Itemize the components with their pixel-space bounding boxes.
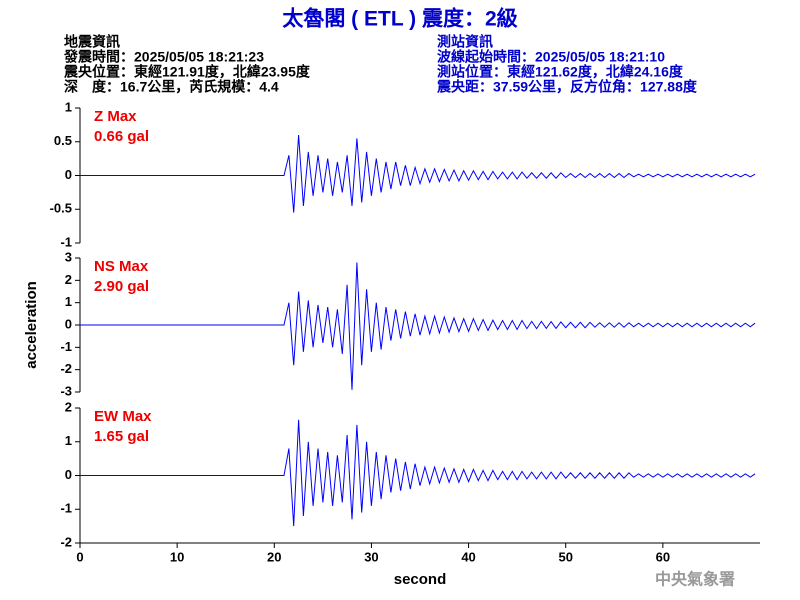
info-right: 測站位置：東經121.62度，北緯24.16度	[437, 64, 684, 80]
x-tick-label: 50	[558, 549, 572, 564]
x-tick-label: 40	[461, 549, 475, 564]
y-tick-label: 2	[65, 272, 72, 287]
y-tick-label: 0.5	[54, 133, 72, 148]
waveform	[80, 419, 756, 527]
x-tick-label: 20	[267, 549, 281, 564]
y-tick-label: 0	[65, 316, 72, 331]
annotation: 1.65 gal	[94, 428, 149, 445]
y-tick-label: -3	[60, 383, 72, 398]
x-tick-label: 0	[76, 549, 83, 564]
waveform	[80, 134, 756, 213]
y-tick-label: 0	[65, 167, 72, 182]
x-axis-label: second	[394, 571, 447, 588]
info-right: 震央距：37.59公里，反方位角：127.88度	[436, 79, 698, 95]
info-left: 深 度：16.7公里，芮氏規模：4.4	[64, 79, 279, 95]
y-axis-label: acceleration	[23, 281, 40, 369]
y-tick-label: 1	[65, 433, 72, 448]
y-tick-label: -0.5	[50, 201, 72, 216]
title: 太魯閣 ( ETL ) 震度：2級	[282, 7, 517, 31]
info-right: 測站資訊	[437, 34, 493, 50]
y-tick-label: 1	[65, 99, 72, 114]
annotation: 2.90 gal	[94, 278, 149, 295]
info-left: 發震時間：2025/05/05 18:21:23	[63, 49, 264, 65]
y-tick-label: -2	[60, 534, 72, 549]
y-tick-label: 2	[65, 399, 72, 414]
y-tick-label: 3	[65, 249, 72, 264]
y-tick-label: 0	[65, 467, 72, 482]
annotation: EW Max	[94, 408, 152, 425]
info-right: 波線起始時間：2025/05/05 18:21:10	[437, 49, 665, 65]
x-tick-label: 30	[364, 549, 378, 564]
y-tick-label: -1	[60, 501, 72, 516]
annotation: NS Max	[94, 258, 149, 275]
x-tick-label: 60	[656, 549, 670, 564]
annotation: 0.66 gal	[94, 128, 149, 145]
waveform	[80, 262, 756, 390]
y-tick-label: 1	[65, 294, 72, 309]
annotation: Z Max	[94, 108, 137, 125]
x-tick-label: 10	[170, 549, 184, 564]
y-tick-label: -1	[60, 234, 72, 249]
y-tick-label: -1	[60, 339, 72, 354]
info-left: 震央位置：東經121.91度，北緯23.95度	[63, 64, 311, 80]
y-tick-label: -2	[60, 361, 72, 376]
info-left: 地震資訊	[64, 34, 120, 50]
footer: 中央氣象署	[655, 570, 735, 589]
